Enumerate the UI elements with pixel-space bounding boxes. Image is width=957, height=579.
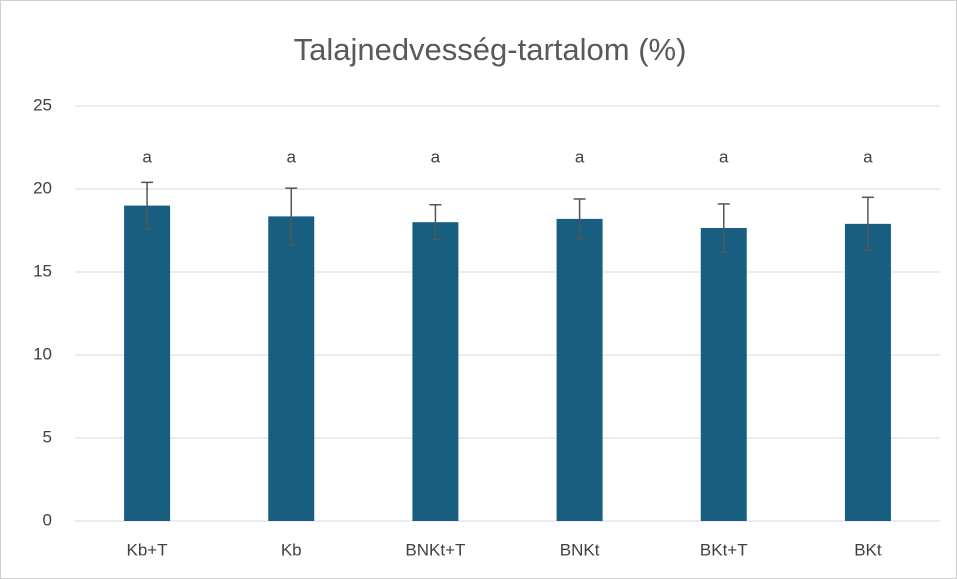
y-tick-label: 5 [43,427,52,446]
significance-label: a [863,147,873,166]
chart-title: Talajnedvesség-tartalom (%) [294,32,687,67]
x-tick-label: BKt+T [700,540,748,559]
x-tick-label: BNKt [560,540,600,559]
significance-label: a [287,147,297,166]
bar [268,216,315,521]
y-tick-label: 15 [33,261,52,280]
y-tick-label: 10 [33,344,52,363]
x-tick-label: Kb [281,540,302,559]
significance-label: a [719,147,729,166]
bar [124,205,171,521]
significance-label: a [431,147,441,166]
y-tick-label: 0 [43,510,52,529]
bar [412,222,459,521]
x-tick-label: BKt [854,540,882,559]
significance-label: a [575,147,585,166]
bar [844,223,891,522]
bar [700,228,747,521]
bar [556,218,603,521]
x-tick-label: BNKt+T [405,540,465,559]
y-tick-label: 20 [33,178,52,197]
y-tick-label: 25 [33,95,52,114]
significance-label: a [142,147,152,166]
x-tick-label: Kb+T [127,540,168,559]
